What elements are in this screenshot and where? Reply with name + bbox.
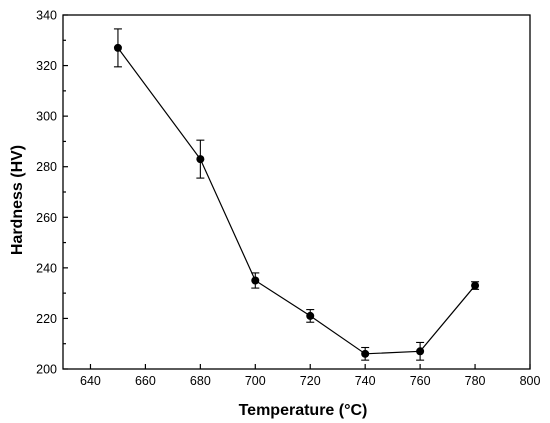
data-point: [251, 276, 260, 285]
y-tick-label: 340: [36, 9, 57, 23]
y-tick-label: 200: [36, 363, 57, 377]
x-tick-label: 680: [190, 374, 211, 388]
y-axis-ticks: 200 220 240 260 280 300 320 340: [36, 9, 68, 377]
series-line: [117, 47, 476, 355]
y-tick-label: 280: [36, 160, 57, 174]
x-tick-label: 740: [355, 374, 376, 388]
x-axis-label: Temperature (°C): [239, 402, 368, 419]
series-layer: [113, 28, 480, 361]
data-point: [471, 281, 480, 290]
y-axis-label: Hardness (HV): [9, 145, 26, 255]
y-tick-label: 300: [36, 110, 57, 124]
y-tick-label: 320: [36, 59, 57, 73]
y-tick-label: 260: [36, 211, 57, 225]
x-tick-label: 780: [465, 374, 486, 388]
data-point: [306, 311, 315, 320]
data-point: [416, 347, 425, 356]
x-tick-label: 800: [520, 374, 541, 388]
data-point: [196, 155, 205, 164]
x-axis-ticks: 640 660 680 700 720 740 760 780 800: [80, 364, 540, 388]
data-point: [361, 349, 370, 358]
data-point: [113, 43, 122, 52]
x-tick-label: 720: [300, 374, 321, 388]
x-tick-label: 760: [410, 374, 431, 388]
x-tick-label: 700: [245, 374, 266, 388]
y-tick-label: 220: [36, 312, 57, 326]
x-tick-label: 660: [135, 374, 156, 388]
y-tick-label: 240: [36, 261, 57, 275]
x-tick-label: 640: [80, 374, 101, 388]
